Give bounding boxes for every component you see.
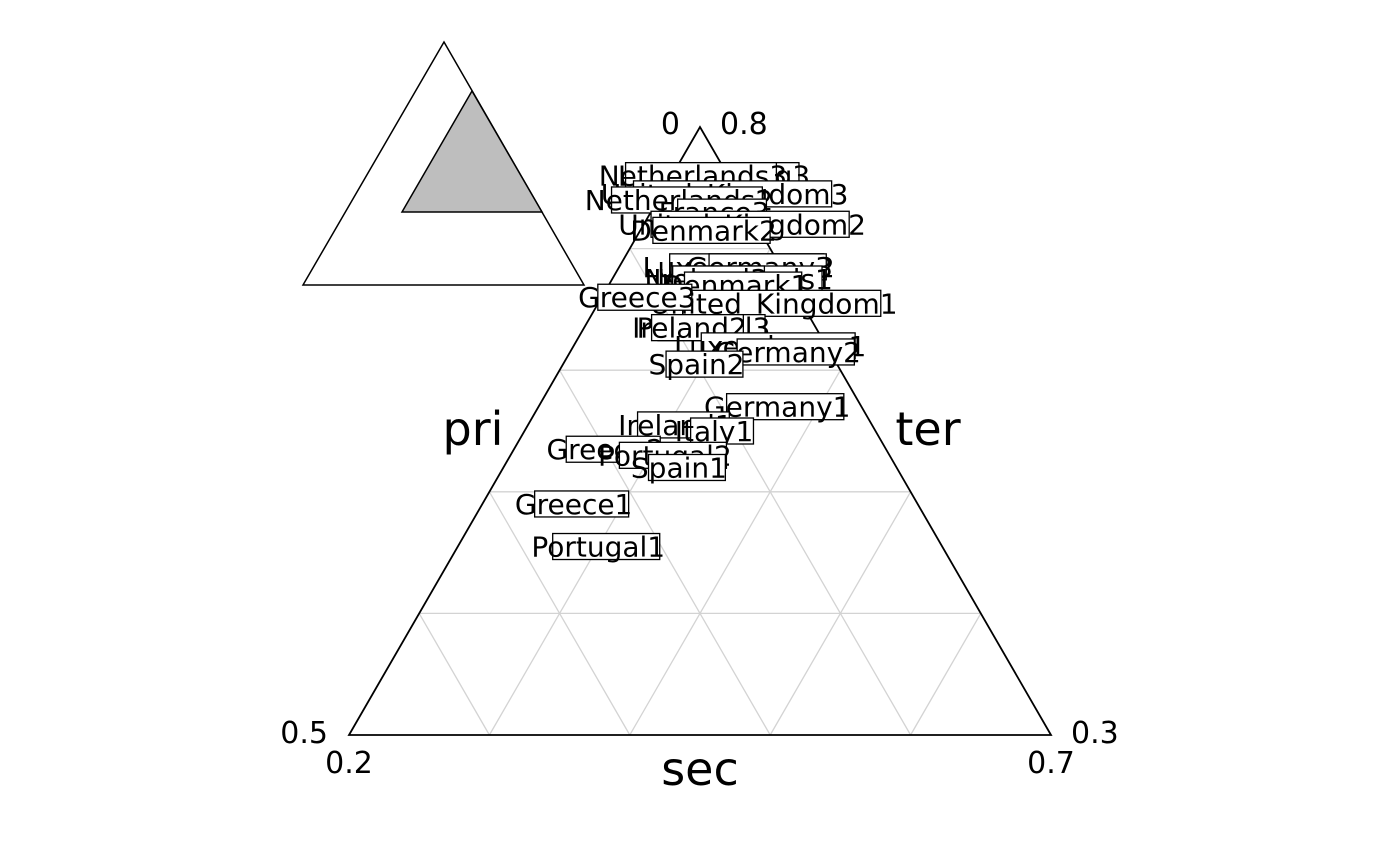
point-label-box <box>597 283 693 311</box>
point-label-box <box>665 350 744 378</box>
tick-label-pri-top: 0 <box>661 107 680 142</box>
point-label-text: Spain1 <box>631 451 727 484</box>
point-label-box <box>652 216 771 245</box>
point-label-text: Spain2 <box>648 348 744 381</box>
point-label: Greece1 <box>515 488 632 521</box>
axis-title-sec: sec <box>661 742 739 796</box>
tick-label-ter-top: 0.8 <box>720 107 768 142</box>
inset-zoom-region <box>400 89 544 213</box>
axis-title-ter: ter <box>895 402 960 456</box>
grid-line-pri <box>488 491 631 736</box>
inset <box>301 40 586 286</box>
point-label-text: Denmark2 <box>630 214 777 247</box>
point-labels: Luxembourg3Netherlands3United_Kingdom3Ne… <box>515 160 898 564</box>
tick-label-ter-bottom: 0.3 <box>1071 716 1119 751</box>
point-label: Denmark2 <box>630 214 777 247</box>
grid-line-sec <box>910 613 982 736</box>
tick-label-sec-right: 0.7 <box>1027 746 1075 781</box>
point-label-box <box>736 338 856 366</box>
grid-line-pri <box>559 369 771 736</box>
point-label-text: Greece1 <box>515 488 632 521</box>
tick-label-pri-bottom: 0.5 <box>280 716 328 751</box>
axis-title-pri: pri <box>443 402 504 456</box>
grid-line-pri <box>418 613 490 736</box>
tick-label-sec-left: 0.2 <box>325 746 373 781</box>
grid-line-sec <box>629 369 841 736</box>
point-label: Spain2 <box>648 348 744 381</box>
point-label-box <box>681 289 882 317</box>
point-label-text: Greece3 <box>578 281 695 314</box>
point-label: Portugal1 <box>531 531 665 564</box>
point-label: Spain1 <box>631 451 727 484</box>
main-triangle <box>347 125 1053 736</box>
point-label-text: Portugal1 <box>531 531 665 564</box>
point-label-box <box>533 490 630 518</box>
point-label: Greece3 <box>578 281 695 314</box>
point-label-box <box>725 393 845 421</box>
point-label-box <box>552 532 661 561</box>
point-label-box <box>689 417 755 445</box>
grid-line-sec <box>769 491 912 736</box>
point-label-box <box>647 453 727 482</box>
